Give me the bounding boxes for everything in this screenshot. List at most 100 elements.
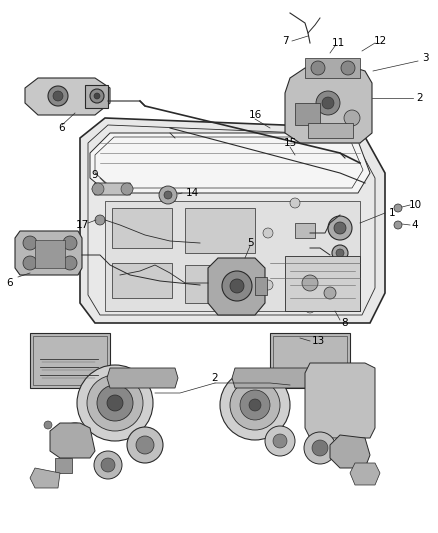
Circle shape (322, 97, 334, 109)
Polygon shape (80, 118, 385, 323)
Polygon shape (107, 368, 178, 388)
Circle shape (394, 221, 402, 229)
Circle shape (302, 275, 318, 291)
Text: 10: 10 (409, 200, 421, 210)
Circle shape (312, 440, 328, 456)
Text: 4: 4 (412, 220, 418, 230)
Circle shape (273, 434, 287, 448)
Polygon shape (50, 423, 95, 458)
Text: 16: 16 (248, 110, 261, 120)
Circle shape (121, 183, 133, 195)
Circle shape (23, 256, 37, 270)
Bar (105, 201, 360, 311)
Circle shape (48, 86, 68, 106)
Text: 5: 5 (247, 238, 253, 248)
Circle shape (67, 430, 83, 446)
Text: 1: 1 (389, 208, 396, 218)
Circle shape (324, 287, 336, 299)
Circle shape (220, 370, 290, 440)
Polygon shape (15, 231, 82, 275)
Polygon shape (90, 133, 370, 193)
Circle shape (107, 395, 123, 411)
Circle shape (249, 399, 261, 411)
Bar (33, 336, 107, 385)
Text: 9: 9 (92, 170, 98, 180)
Circle shape (330, 228, 340, 238)
Text: 15: 15 (283, 138, 297, 148)
Circle shape (63, 236, 77, 250)
Circle shape (44, 421, 52, 429)
Circle shape (95, 215, 105, 225)
Circle shape (336, 249, 344, 257)
Text: 7: 7 (282, 36, 288, 46)
Bar (185, 208, 255, 253)
Circle shape (23, 236, 37, 250)
Text: 12: 12 (373, 36, 387, 46)
Circle shape (94, 451, 122, 479)
Circle shape (311, 61, 325, 75)
Bar (305, 58, 360, 78)
Circle shape (164, 191, 172, 199)
Text: 17: 17 (75, 220, 88, 230)
Polygon shape (25, 78, 110, 115)
Text: 2: 2 (417, 93, 423, 103)
Circle shape (63, 256, 77, 270)
Circle shape (305, 303, 315, 313)
Text: 6: 6 (7, 278, 13, 288)
Circle shape (304, 432, 336, 464)
Circle shape (92, 183, 104, 195)
Circle shape (334, 222, 346, 234)
Text: 3: 3 (422, 53, 428, 63)
Bar (35, 240, 65, 268)
Circle shape (87, 375, 143, 431)
Circle shape (328, 216, 352, 240)
Polygon shape (85, 85, 108, 108)
Bar (295, 223, 315, 238)
Polygon shape (330, 435, 370, 468)
Circle shape (60, 423, 90, 453)
Circle shape (344, 110, 360, 126)
Polygon shape (55, 458, 72, 473)
Bar (112, 208, 172, 248)
Polygon shape (232, 368, 313, 388)
Bar (285, 256, 360, 311)
Circle shape (265, 426, 295, 456)
Polygon shape (30, 468, 60, 488)
Circle shape (394, 204, 402, 212)
Circle shape (53, 91, 63, 101)
Bar (308, 123, 353, 138)
Polygon shape (208, 258, 265, 315)
Bar (185, 265, 255, 303)
Bar (295, 103, 320, 125)
Circle shape (159, 186, 177, 204)
Circle shape (101, 458, 115, 472)
Text: 2: 2 (212, 373, 218, 383)
Text: 6: 6 (59, 123, 65, 133)
Bar (255, 277, 267, 295)
Bar (30, 333, 110, 388)
Circle shape (90, 89, 104, 103)
Circle shape (291, 334, 299, 342)
Bar (112, 263, 172, 298)
Circle shape (316, 91, 340, 115)
Bar (273, 336, 347, 385)
Polygon shape (92, 183, 133, 195)
Polygon shape (305, 363, 375, 438)
Circle shape (230, 279, 244, 293)
Circle shape (330, 280, 340, 290)
Circle shape (222, 271, 252, 301)
Circle shape (290, 198, 300, 208)
Polygon shape (350, 463, 380, 485)
Text: 11: 11 (332, 38, 345, 48)
Circle shape (136, 436, 154, 454)
Circle shape (230, 380, 280, 430)
Bar (270, 333, 350, 388)
Circle shape (240, 390, 270, 420)
Text: 8: 8 (342, 318, 348, 328)
Circle shape (341, 61, 355, 75)
Circle shape (127, 427, 163, 463)
Circle shape (77, 365, 153, 441)
Circle shape (94, 93, 100, 99)
Circle shape (332, 245, 348, 261)
Circle shape (263, 280, 273, 290)
